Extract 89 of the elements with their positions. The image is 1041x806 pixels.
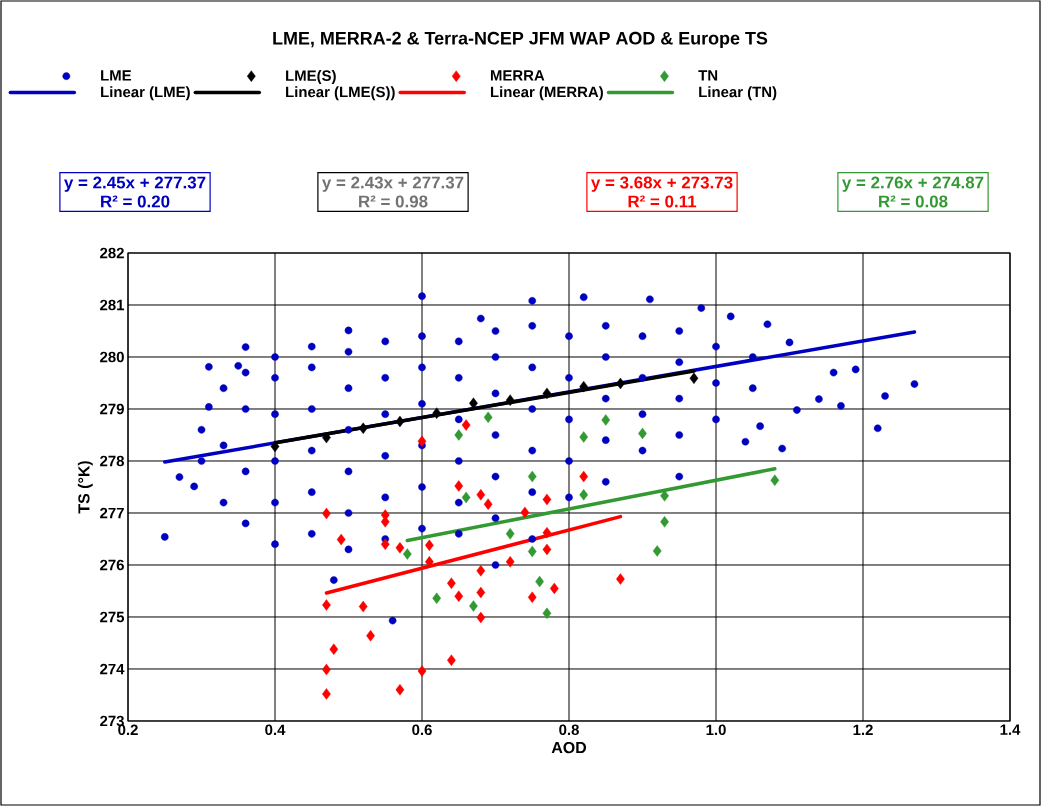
y-tick-label: 277: [100, 507, 124, 519]
point: [542, 543, 552, 556]
point: [417, 665, 427, 677]
legend-label: LME: [101, 70, 132, 81]
point: [432, 592, 442, 604]
text: R² = 0.11: [628, 195, 697, 208]
point: [579, 380, 589, 393]
point: [579, 431, 589, 443]
point: [527, 545, 537, 558]
y-tick-label: 281: [100, 299, 125, 311]
point: [660, 516, 669, 528]
point: [601, 414, 611, 426]
x-tick-label: 1.0: [706, 724, 726, 736]
x-tick-label: 0.6: [412, 724, 432, 736]
y-tick-label: 275: [100, 611, 125, 623]
point: [447, 654, 456, 666]
text: y = 3.68x + 273.73: [591, 176, 733, 192]
chart-title: LME, MERRA-2 & Terra-NCEP JFM WAP AOD & Europe TS: [273, 31, 768, 49]
point: [454, 480, 464, 492]
point: [329, 643, 339, 655]
text: y = 2.43x + 277.37: [322, 176, 464, 192]
point: [402, 548, 412, 560]
point: [483, 411, 493, 424]
point: [579, 489, 589, 501]
point: [542, 607, 552, 620]
point: [461, 419, 471, 431]
point: [469, 397, 478, 409]
point: [395, 542, 405, 554]
point: [447, 577, 456, 589]
point: [425, 539, 434, 551]
point: [395, 684, 405, 696]
point: [270, 440, 280, 453]
point: [322, 688, 331, 700]
point: [542, 387, 552, 400]
point: [505, 394, 515, 406]
point: [469, 600, 478, 612]
point: [454, 429, 464, 441]
text: R² = 0.98: [359, 195, 428, 208]
point: [476, 611, 486, 624]
point: [461, 491, 471, 504]
y-axis-title: TS (°K): [77, 461, 93, 514]
point: [616, 573, 625, 585]
point: [527, 470, 537, 483]
y-tick-label: 274: [100, 663, 125, 675]
point: [505, 528, 515, 540]
text: y = 2.76x + 274.87: [842, 176, 984, 192]
text: y = 2.45x + 277.37: [64, 176, 206, 192]
point: [505, 556, 515, 568]
point: [770, 474, 780, 486]
point: [527, 591, 537, 603]
x-tick-label: 0.4: [265, 724, 286, 736]
point: [549, 582, 559, 595]
text: R² = 0.20: [101, 195, 170, 208]
legend-label: LME(S): [286, 69, 336, 84]
point: [336, 533, 346, 546]
point: [660, 490, 669, 502]
x-axis-title: AOD: [551, 741, 587, 754]
x-tick-label: 0.8: [559, 724, 579, 736]
point: [689, 372, 699, 385]
point: [432, 407, 442, 419]
point: [542, 527, 552, 539]
point: [476, 489, 486, 501]
legend-label: Linear (LME(S)): [286, 86, 395, 101]
y-tick-label: 276: [100, 559, 124, 571]
point: [322, 599, 331, 611]
legend-label: MERRA: [490, 70, 545, 81]
y-tick-label: 280: [100, 351, 124, 363]
legend-label: Linear (TN): [699, 86, 777, 101]
point: [454, 590, 464, 602]
legend-label: TN: [698, 70, 718, 81]
y-tick-label: 279: [100, 403, 124, 415]
legend-label: Linear (MERRA): [490, 86, 603, 101]
point: [358, 422, 368, 434]
y-tick-label: 278: [100, 455, 125, 467]
point: [520, 506, 530, 519]
x-tick-label: 1.2: [853, 724, 873, 735]
y-tick-label: 282: [100, 247, 124, 259]
point: [476, 565, 486, 577]
point: [483, 498, 493, 510]
point: [476, 586, 486, 599]
point: [358, 600, 368, 613]
text: R² = 0.08: [879, 195, 948, 208]
legend-label: Linear (LME): [101, 86, 190, 101]
point: [579, 470, 589, 483]
point: [652, 545, 662, 557]
point: [542, 493, 552, 506]
point: [395, 415, 405, 428]
point: [366, 630, 375, 642]
x-tick-label: 1.4: [1000, 724, 1021, 735]
